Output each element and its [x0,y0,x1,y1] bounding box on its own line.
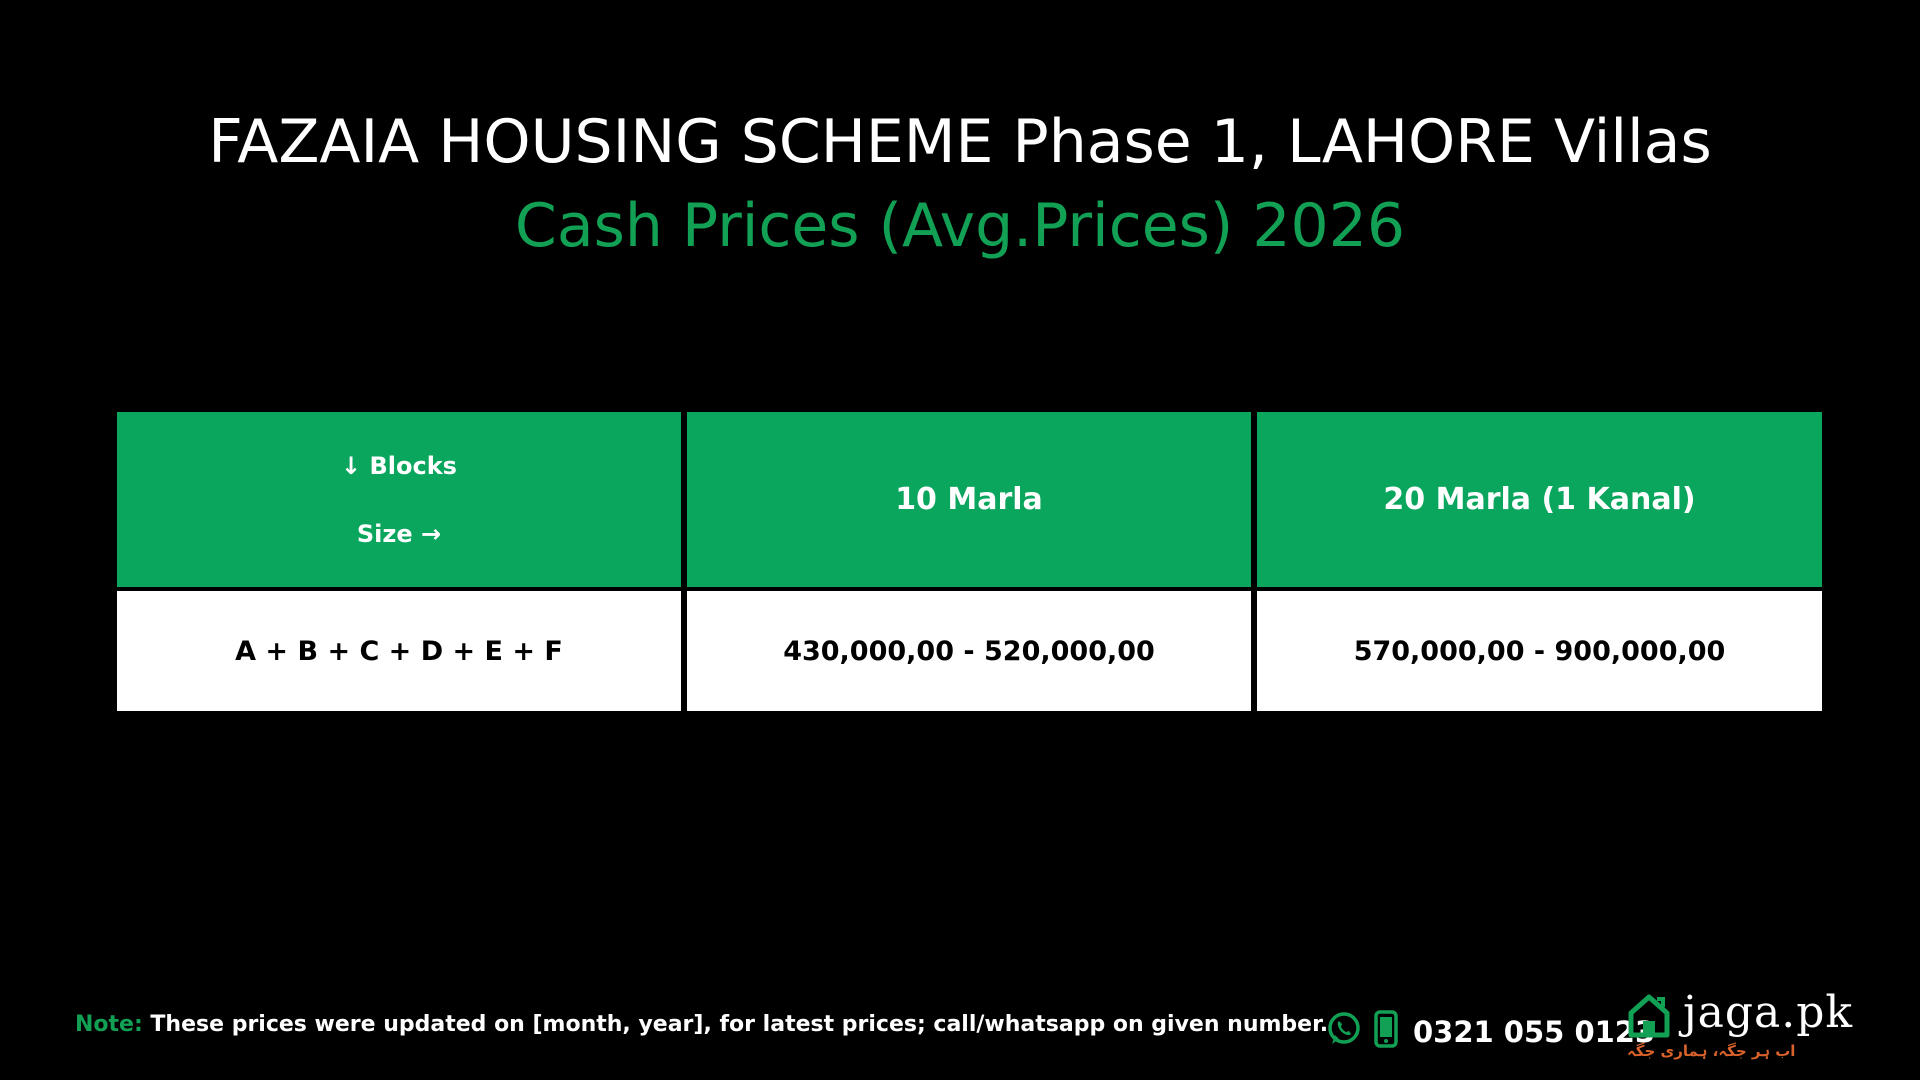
blocks-axis-label: ↓ Blocks [341,451,457,480]
logo-text: jaga.pk [1683,987,1854,1038]
note-label: Note: [75,1012,143,1037]
footer-note: Note: These prices were updated on [mont… [75,1012,1328,1037]
row-block-label: A + B + C + D + E + F [117,591,681,711]
logo-tagline: اب ہر جگہ، ہماری جگہ [1627,1042,1796,1060]
whatsapp-icon[interactable] [1325,1010,1363,1053]
title-main: FAZAIA HOUSING SCHEME Phase 1, LAHORE Vi… [208,107,1712,177]
column-header-20-marla: 20 Marla (1 Kanal) [1257,412,1822,587]
price-10-marla: 430,000,00 - 520,000,00 [687,591,1251,711]
contact-info: 0321 055 0123 [1325,1010,1655,1053]
note-text: These prices were updated on [month, yea… [142,1012,1329,1037]
size-axis-label: Size → [356,519,442,548]
page-title: FAZAIA HOUSING SCHEME Phase 1, LAHORE Vi… [140,100,1780,268]
price-20-marla: 570,000,00 - 900,000,00 [1257,591,1822,711]
table-corner-header: ↓ Blocks Size → [117,412,681,587]
house-logo-icon [1627,993,1671,1044]
title-accent: Cash Prices (Avg.Prices) 2026 [514,191,1406,261]
phone-number[interactable]: 0321 055 0123 [1413,1014,1656,1049]
mobile-phone-icon[interactable] [1373,1010,1399,1053]
price-table: ↓ Blocks Size → 10 Marla 20 Marla (1 Kan… [117,412,1822,711]
column-header-10-marla: 10 Marla [687,412,1251,587]
jaga-pk-logo: jaga.pk اب ہر جگہ، ہماری جگہ [1625,987,1852,1063]
